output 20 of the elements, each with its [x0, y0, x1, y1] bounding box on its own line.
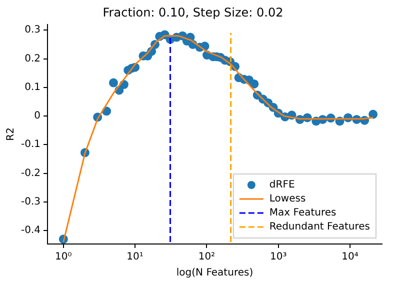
x-tick-label: 10¹	[126, 252, 144, 263]
x-tick-label: 10²	[198, 252, 216, 263]
x-tick-label: 10⁴	[342, 252, 358, 263]
x-axis-title: log(N Features)	[176, 268, 254, 279]
y-tick-label: -0.1	[20, 139, 41, 150]
y-tick-label: 0.1	[24, 82, 41, 93]
legend-label: Redundant Features	[269, 222, 370, 233]
legend-label: dRFE	[269, 180, 295, 191]
y-tick-label: -0.4	[20, 225, 41, 236]
chart-title: Fraction: 0.10, Step Size: 0.02	[102, 5, 284, 20]
x-tick-label: 10⁰	[55, 252, 72, 263]
y-tick-label: 0.3	[24, 24, 41, 36]
legend-label: Lowess	[269, 194, 306, 205]
y-tick-label: -0.2	[20, 168, 41, 179]
y-axis-title: R2	[6, 128, 17, 141]
y-tick-label: 0	[34, 110, 41, 122]
y-tick-label: -0.3	[20, 196, 41, 208]
x-tick-label: 10³	[270, 252, 287, 263]
y-tick-label: 0.2	[24, 53, 41, 64]
legend-label: Max Features	[269, 208, 336, 219]
